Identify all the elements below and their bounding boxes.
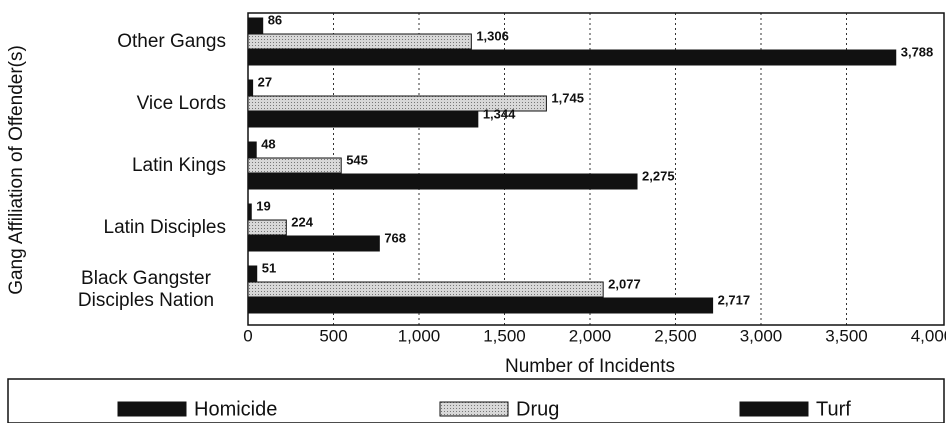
bar	[247, 235, 380, 252]
x-tick-label: 0	[243, 326, 252, 345]
bar	[247, 95, 547, 112]
data-label: 48	[261, 136, 275, 151]
bar	[247, 219, 287, 236]
bar	[247, 79, 254, 96]
bar	[247, 265, 258, 282]
x-axis-label: Number of Incidents	[505, 356, 675, 377]
bar	[247, 141, 257, 158]
y-tick-label: Vice Lords	[136, 93, 226, 114]
legend-swatch	[117, 401, 187, 417]
data-label: 86	[268, 12, 282, 27]
data-label: 27	[258, 74, 272, 89]
x-tick-label: 3,000	[740, 326, 783, 345]
data-label: 768	[384, 230, 406, 245]
data-label: 1,344	[483, 106, 516, 121]
data-label: 51	[262, 260, 276, 275]
bar	[247, 297, 714, 314]
y-tick-label: Other Gangs	[117, 31, 226, 52]
legend-label: Turf	[816, 398, 851, 420]
data-label: 545	[346, 152, 368, 167]
data-label: 3,788	[901, 44, 934, 59]
legend-label: Homicide	[194, 398, 277, 420]
bar	[247, 203, 252, 220]
data-label: 224	[291, 214, 313, 229]
bar	[247, 17, 264, 34]
x-tick-label: 1,500	[483, 326, 526, 345]
y-tick-label: Black Gangster Disciples Nation	[77, 268, 215, 311]
bar	[247, 111, 479, 128]
bar	[247, 33, 472, 50]
data-label: 2,275	[642, 168, 675, 183]
data-label: 2,717	[718, 292, 751, 307]
data-label: 2,077	[608, 276, 641, 291]
legend-swatch	[739, 401, 809, 417]
bar	[247, 281, 604, 298]
y-axis-label: Gang Affiliation of Offender(s)	[6, 45, 27, 295]
bar	[247, 49, 897, 66]
legend-swatch	[439, 401, 509, 417]
x-tick-label: 500	[319, 326, 347, 345]
data-label: 19	[256, 198, 270, 213]
x-tick-label: 4,000	[911, 326, 946, 345]
x-tick-label: 2,500	[654, 326, 697, 345]
x-tick-label: 3,500	[825, 326, 868, 345]
bar	[247, 173, 638, 190]
x-tick-label: 2,000	[569, 326, 612, 345]
y-tick-label: Latin Kings	[131, 155, 226, 176]
data-label: 1,306	[476, 28, 509, 43]
x-tick-label: 1,000	[398, 326, 441, 345]
data-label: 1,745	[551, 90, 584, 105]
y-tick-label: Latin Disciples	[103, 217, 227, 238]
legend-label: Drug	[516, 398, 559, 420]
bar	[247, 157, 342, 174]
legend-box	[7, 378, 945, 423]
